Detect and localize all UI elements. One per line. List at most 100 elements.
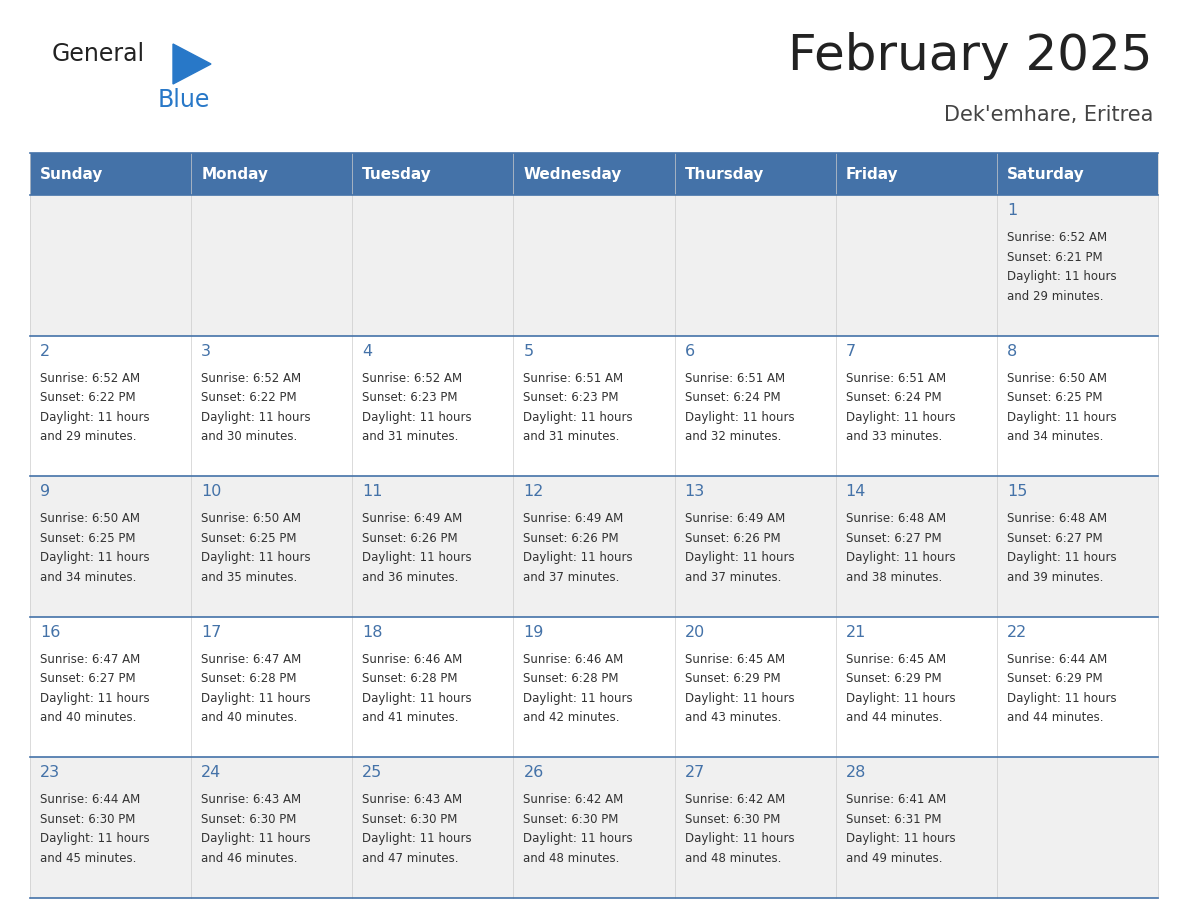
Text: Daylight: 11 hours: Daylight: 11 hours	[362, 692, 472, 705]
Text: Daylight: 11 hours: Daylight: 11 hours	[684, 551, 795, 565]
Text: Sunset: 6:28 PM: Sunset: 6:28 PM	[201, 672, 297, 686]
Text: Daylight: 11 hours: Daylight: 11 hours	[684, 833, 795, 845]
Bar	[30, 336, 1158, 476]
Bar	[30, 195, 1158, 336]
Text: Sunrise: 6:42 AM: Sunrise: 6:42 AM	[524, 793, 624, 806]
Text: and 48 minutes.: and 48 minutes.	[684, 852, 781, 865]
Text: Sunset: 6:30 PM: Sunset: 6:30 PM	[362, 813, 457, 826]
Text: Sunset: 6:25 PM: Sunset: 6:25 PM	[1007, 391, 1102, 404]
Text: Sunset: 6:30 PM: Sunset: 6:30 PM	[40, 813, 135, 826]
Text: Sunrise: 6:48 AM: Sunrise: 6:48 AM	[1007, 512, 1107, 525]
Text: 2: 2	[40, 343, 50, 359]
Text: Sunset: 6:31 PM: Sunset: 6:31 PM	[846, 813, 941, 826]
Text: and 29 minutes.: and 29 minutes.	[40, 431, 137, 443]
Text: Sunrise: 6:42 AM: Sunrise: 6:42 AM	[684, 793, 785, 806]
Text: Daylight: 11 hours: Daylight: 11 hours	[846, 692, 955, 705]
Text: Sunrise: 6:50 AM: Sunrise: 6:50 AM	[201, 512, 301, 525]
Text: Sunset: 6:22 PM: Sunset: 6:22 PM	[40, 391, 135, 404]
Text: February 2025: February 2025	[789, 32, 1154, 80]
Text: and 30 minutes.: and 30 minutes.	[201, 431, 297, 443]
Text: Sunrise: 6:41 AM: Sunrise: 6:41 AM	[846, 793, 946, 806]
Text: Sunset: 6:28 PM: Sunset: 6:28 PM	[362, 672, 457, 686]
Text: Daylight: 11 hours: Daylight: 11 hours	[1007, 551, 1117, 565]
Text: 4: 4	[362, 343, 372, 359]
Text: and 38 minutes.: and 38 minutes.	[846, 571, 942, 584]
Text: Sunrise: 6:52 AM: Sunrise: 6:52 AM	[362, 372, 462, 385]
Text: and 42 minutes.: and 42 minutes.	[524, 711, 620, 724]
Text: Sunset: 6:25 PM: Sunset: 6:25 PM	[40, 532, 135, 544]
Text: 15: 15	[1007, 484, 1028, 499]
Polygon shape	[173, 44, 211, 84]
Text: Sunrise: 6:45 AM: Sunrise: 6:45 AM	[684, 653, 785, 666]
Text: and 39 minutes.: and 39 minutes.	[1007, 571, 1104, 584]
Bar	[30, 476, 1158, 617]
Text: Daylight: 11 hours: Daylight: 11 hours	[201, 410, 311, 423]
Text: and 34 minutes.: and 34 minutes.	[40, 571, 137, 584]
Text: Sunset: 6:27 PM: Sunset: 6:27 PM	[1007, 532, 1102, 544]
Text: Daylight: 11 hours: Daylight: 11 hours	[684, 410, 795, 423]
Text: Daylight: 11 hours: Daylight: 11 hours	[524, 692, 633, 705]
Text: 3: 3	[201, 343, 211, 359]
Text: Daylight: 11 hours: Daylight: 11 hours	[362, 551, 472, 565]
Text: 23: 23	[40, 766, 61, 780]
Text: Sunset: 6:30 PM: Sunset: 6:30 PM	[524, 813, 619, 826]
Text: Sunrise: 6:52 AM: Sunrise: 6:52 AM	[40, 372, 140, 385]
Text: Wednesday: Wednesday	[524, 166, 621, 182]
Text: 9: 9	[40, 484, 50, 499]
Text: 21: 21	[846, 625, 866, 640]
Text: Sunset: 6:24 PM: Sunset: 6:24 PM	[846, 391, 941, 404]
Text: 25: 25	[362, 766, 383, 780]
Text: Daylight: 11 hours: Daylight: 11 hours	[201, 833, 311, 845]
Text: and 43 minutes.: and 43 minutes.	[684, 711, 781, 724]
Text: and 48 minutes.: and 48 minutes.	[524, 852, 620, 865]
Text: and 49 minutes.: and 49 minutes.	[846, 852, 942, 865]
Text: and 46 minutes.: and 46 minutes.	[201, 852, 298, 865]
Text: Sunset: 6:27 PM: Sunset: 6:27 PM	[846, 532, 941, 544]
Text: Daylight: 11 hours: Daylight: 11 hours	[524, 833, 633, 845]
Text: Sunrise: 6:51 AM: Sunrise: 6:51 AM	[846, 372, 946, 385]
Text: and 40 minutes.: and 40 minutes.	[40, 711, 137, 724]
Text: Sunset: 6:23 PM: Sunset: 6:23 PM	[524, 391, 619, 404]
Text: Sunset: 6:22 PM: Sunset: 6:22 PM	[201, 391, 297, 404]
Text: Sunset: 6:21 PM: Sunset: 6:21 PM	[1007, 251, 1102, 263]
Text: 12: 12	[524, 484, 544, 499]
Text: Sunset: 6:24 PM: Sunset: 6:24 PM	[684, 391, 781, 404]
Text: Daylight: 11 hours: Daylight: 11 hours	[684, 692, 795, 705]
Text: 14: 14	[846, 484, 866, 499]
Text: Sunday: Sunday	[40, 166, 103, 182]
Text: Daylight: 11 hours: Daylight: 11 hours	[524, 410, 633, 423]
Text: Tuesday: Tuesday	[362, 166, 432, 182]
Text: 19: 19	[524, 625, 544, 640]
Text: and 35 minutes.: and 35 minutes.	[201, 571, 297, 584]
Text: Daylight: 11 hours: Daylight: 11 hours	[201, 551, 311, 565]
Text: and 29 minutes.: and 29 minutes.	[1007, 289, 1104, 303]
Text: Sunrise: 6:48 AM: Sunrise: 6:48 AM	[846, 512, 946, 525]
Bar	[30, 757, 1158, 898]
Bar	[30, 617, 1158, 757]
Text: and 32 minutes.: and 32 minutes.	[684, 431, 781, 443]
Text: Sunset: 6:26 PM: Sunset: 6:26 PM	[524, 532, 619, 544]
Text: 20: 20	[684, 625, 704, 640]
Text: and 44 minutes.: and 44 minutes.	[1007, 711, 1104, 724]
Text: 16: 16	[40, 625, 61, 640]
Text: Daylight: 11 hours: Daylight: 11 hours	[40, 410, 150, 423]
Text: Sunrise: 6:52 AM: Sunrise: 6:52 AM	[201, 372, 302, 385]
Text: 1: 1	[1007, 203, 1017, 218]
Text: 22: 22	[1007, 625, 1028, 640]
Text: Sunset: 6:29 PM: Sunset: 6:29 PM	[1007, 672, 1102, 686]
Text: and 33 minutes.: and 33 minutes.	[846, 431, 942, 443]
Text: Sunset: 6:27 PM: Sunset: 6:27 PM	[40, 672, 135, 686]
Text: Daylight: 11 hours: Daylight: 11 hours	[846, 410, 955, 423]
Text: and 45 minutes.: and 45 minutes.	[40, 852, 137, 865]
Text: Sunrise: 6:44 AM: Sunrise: 6:44 AM	[40, 793, 140, 806]
Text: 13: 13	[684, 484, 704, 499]
Text: Sunrise: 6:43 AM: Sunrise: 6:43 AM	[201, 793, 302, 806]
Text: Sunset: 6:26 PM: Sunset: 6:26 PM	[684, 532, 781, 544]
Text: Daylight: 11 hours: Daylight: 11 hours	[362, 410, 472, 423]
Text: 17: 17	[201, 625, 221, 640]
Text: Daylight: 11 hours: Daylight: 11 hours	[40, 692, 150, 705]
Text: Sunrise: 6:50 AM: Sunrise: 6:50 AM	[40, 512, 140, 525]
Text: and 34 minutes.: and 34 minutes.	[1007, 431, 1104, 443]
Text: Daylight: 11 hours: Daylight: 11 hours	[524, 551, 633, 565]
Text: Sunset: 6:29 PM: Sunset: 6:29 PM	[684, 672, 781, 686]
